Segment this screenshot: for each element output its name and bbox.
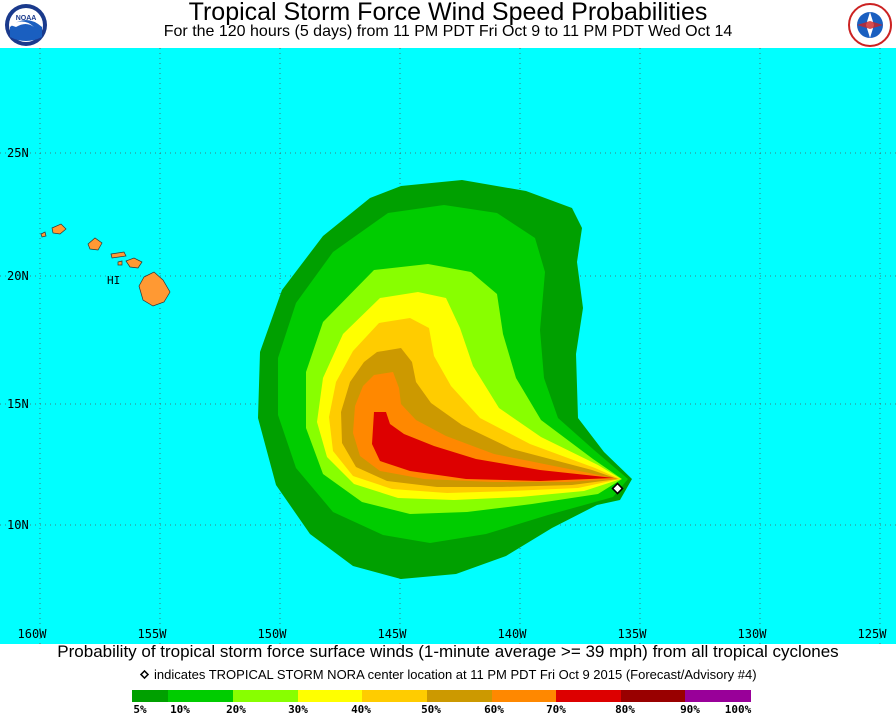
latitude-labels: 25N 20N 15N 10N	[7, 146, 29, 532]
marker-note-text: indicates TROPICAL STORM NORA center loc…	[154, 667, 757, 682]
legend-bin-60-70	[492, 690, 556, 702]
probability-map: HI 25N 20N 15N 10N 160W 155W 150W 145W 140W 135W…	[0, 48, 896, 644]
longitude-label: 150W	[258, 627, 288, 641]
longitude-label: 145W	[378, 627, 408, 641]
latitude-label: 10N	[7, 518, 29, 532]
legend-tick-label: 60%	[484, 703, 504, 716]
map-caption: Probability of tropical storm force surf…	[57, 642, 839, 661]
legend-bin-10-20	[168, 690, 233, 702]
longitude-labels: 160W 155W 150W 145W 140W 135W 130W 125W	[18, 627, 888, 641]
contour-70-80	[372, 412, 614, 481]
legend-tick-label: 20%	[226, 703, 246, 716]
island-big-island	[138, 271, 171, 307]
latitude-label: 20N	[7, 269, 29, 283]
island-chain-hawaii	[40, 223, 171, 307]
island-niihau	[40, 231, 47, 238]
legend-bin-50-60	[427, 690, 492, 702]
legend-bin-70-80	[556, 690, 621, 702]
legend-tick-label: 80%	[615, 703, 635, 716]
latitude-label: 25N	[7, 146, 29, 160]
header: NOAA Tropical Storm Force Wind Speed Pro…	[0, 0, 896, 48]
storm-center-marker-icon	[140, 669, 150, 680]
marker-note: indicates TROPICAL STORM NORA center loc…	[0, 667, 896, 682]
legend-tick-label: 10%	[170, 703, 190, 716]
legend-bin-80-90	[621, 690, 685, 702]
probability-contours	[258, 180, 632, 579]
legend-tick-label: 5%	[133, 703, 147, 716]
legend-bin-30-40	[298, 690, 362, 702]
legend-bin-5-10	[132, 690, 168, 702]
legend-tick-label: 30%	[288, 703, 308, 716]
svg-text:NOAA: NOAA	[16, 15, 37, 22]
legend-tick-labels: 5% 10% 20% 30% 40% 50% 60% 70% 80% 90% 100%	[0, 703, 896, 716]
island-kauai	[51, 223, 67, 235]
page-subtitle: For the 120 hours (5 days) from 11 PM PD…	[163, 23, 733, 40]
legend-tick-label: 90%	[680, 703, 700, 716]
legend-bin-90-100	[685, 690, 751, 702]
probability-legend	[132, 690, 753, 702]
storm-center-marker	[611, 482, 624, 495]
island-lanai	[117, 260, 123, 266]
region-label-hi: HI	[107, 274, 120, 287]
legend-tick-label: 100%	[724, 703, 752, 716]
island-oahu	[87, 237, 103, 251]
longitude-label: 155W	[138, 627, 168, 641]
longitude-label: 130W	[738, 627, 768, 641]
longitude-label: 125W	[858, 627, 888, 641]
latitude-label: 15N	[7, 397, 29, 411]
longitude-label: 135W	[618, 627, 648, 641]
longitude-label: 140W	[498, 627, 528, 641]
legend-bin-20-30	[233, 690, 298, 702]
island-molokai	[110, 251, 127, 259]
legend-tick-label: 40%	[351, 703, 371, 716]
legend-tick-label: 50%	[421, 703, 441, 716]
legend-bin-40-50	[362, 690, 427, 702]
page-title: Tropical Storm Force Wind Speed Probabil…	[188, 0, 708, 26]
noaa-logo-icon: NOAA	[5, 4, 47, 46]
legend-tick-label: 70%	[546, 703, 566, 716]
national-weather-service-logo-icon	[848, 3, 892, 47]
longitude-label: 160W	[18, 627, 48, 641]
island-maui	[125, 257, 143, 269]
